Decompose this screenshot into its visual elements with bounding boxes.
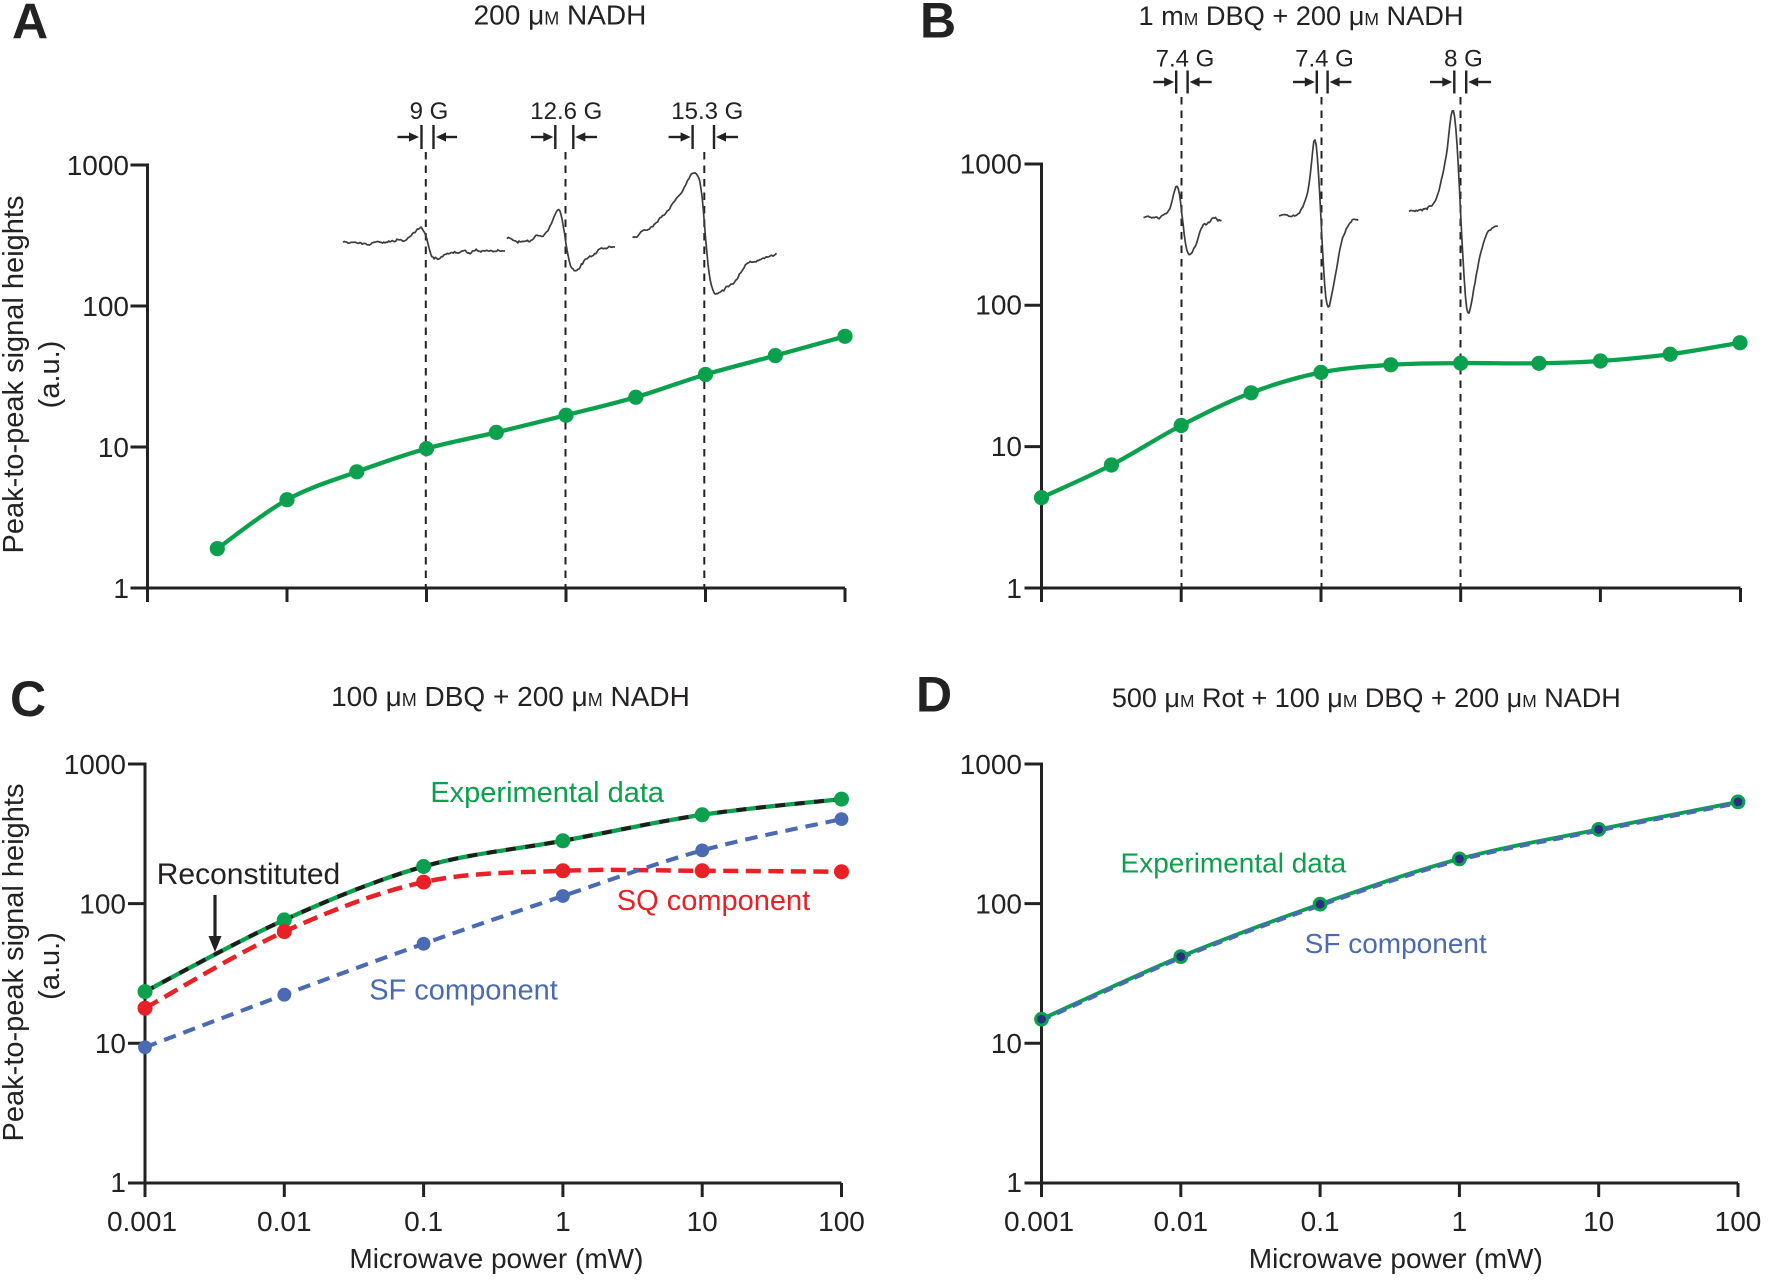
svg-text:0.001: 0.001: [107, 1206, 177, 1237]
svg-text:100 μM DBQ + 200 μM NADH: 100 μM DBQ + 200 μM NADH: [331, 681, 690, 712]
svg-text:Peak-to-peak signal heights: Peak-to-peak signal heights: [0, 784, 30, 1142]
svg-text:7.4 G: 7.4 G: [1156, 46, 1215, 73]
svg-text:Peak-to-peak signal heights: Peak-to-peak signal heights: [0, 196, 30, 554]
svg-text:B: B: [920, 0, 956, 49]
svg-text:1000: 1000: [960, 149, 1022, 180]
svg-text:SF component: SF component: [1305, 928, 1487, 959]
svg-text:0.01: 0.01: [257, 1206, 312, 1237]
svg-text:100: 100: [975, 888, 1022, 919]
svg-text:100: 100: [82, 291, 129, 322]
svg-text:1: 1: [1006, 573, 1022, 604]
svg-text:100: 100: [1715, 1206, 1762, 1237]
svg-text:1000: 1000: [64, 749, 126, 780]
svg-text:1: 1: [113, 573, 129, 604]
svg-text:C: C: [10, 671, 46, 727]
svg-text:0.01: 0.01: [1154, 1206, 1209, 1237]
svg-text:1: 1: [110, 1167, 126, 1198]
svg-text:SQ component: SQ component: [617, 885, 810, 917]
svg-text:(a.u.): (a.u.): [34, 341, 66, 409]
svg-text:15.3 G: 15.3 G: [671, 98, 743, 125]
svg-text:1: 1: [1452, 1206, 1468, 1237]
svg-text:10: 10: [98, 432, 129, 463]
svg-text:Microwave power (mW): Microwave power (mW): [1249, 1243, 1543, 1274]
svg-text:500 μM Rot + 100 μM DBQ + 200: 500 μM Rot + 100 μM DBQ + 200 μM NADH: [1112, 683, 1621, 713]
svg-text:7.4 G: 7.4 G: [1295, 46, 1354, 73]
svg-text:10: 10: [95, 1028, 126, 1059]
svg-text:Microwave power (mW): Microwave power (mW): [349, 1243, 643, 1274]
svg-text:0.1: 0.1: [404, 1206, 443, 1237]
svg-text:SF component: SF component: [369, 975, 558, 1007]
svg-text:D: D: [916, 667, 952, 723]
svg-text:10: 10: [991, 1028, 1022, 1059]
svg-text:1: 1: [555, 1206, 571, 1237]
svg-text:1: 1: [1006, 1167, 1022, 1198]
svg-text:100: 100: [818, 1206, 865, 1237]
svg-text:100: 100: [79, 888, 126, 919]
svg-text:0.1: 0.1: [1301, 1206, 1340, 1237]
svg-text:Reconstituted: Reconstituted: [157, 858, 340, 891]
svg-text:1000: 1000: [67, 150, 129, 181]
svg-text:A: A: [12, 0, 48, 50]
svg-text:(a.u.): (a.u.): [34, 932, 66, 1000]
svg-text:200 μM NADH: 200 μM NADH: [474, 0, 647, 31]
svg-text:100: 100: [975, 290, 1022, 321]
svg-text:12.6 G: 12.6 G: [530, 98, 602, 125]
svg-text:Experimental data: Experimental data: [1121, 848, 1347, 879]
svg-text:10: 10: [1583, 1206, 1614, 1237]
svg-text:10: 10: [687, 1206, 718, 1237]
svg-text:8 G: 8 G: [1444, 46, 1483, 73]
svg-text:9 G: 9 G: [410, 98, 449, 125]
svg-text:10: 10: [991, 431, 1022, 462]
svg-text:1000: 1000: [960, 749, 1022, 780]
svg-text:0.001: 0.001: [1004, 1206, 1074, 1237]
svg-text:Experimental data: Experimental data: [430, 777, 665, 809]
